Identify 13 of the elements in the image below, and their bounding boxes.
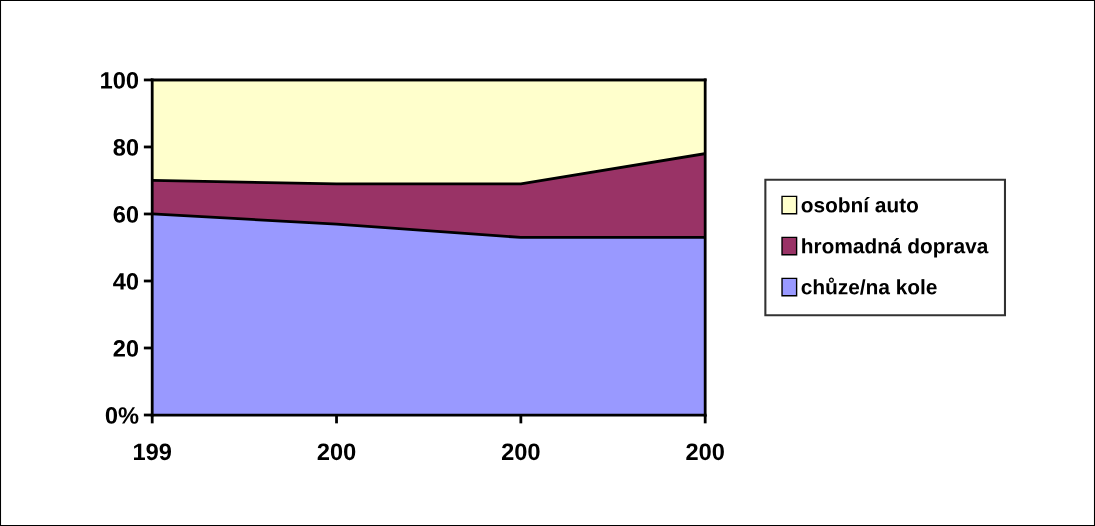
y-tick-label: 0%: [105, 407, 139, 424]
legend-label: osobní auto: [801, 196, 919, 213]
y-tick-label: 20: [113, 340, 139, 357]
y-tick-label: 80: [113, 139, 139, 156]
legend-label: chůze/na kole: [801, 277, 937, 295]
x-tick-label: 200: [501, 443, 540, 461]
x-tick-label: 200: [686, 443, 724, 461]
y-tick-label: 60: [113, 206, 139, 223]
x-tick-label: 200: [317, 443, 356, 461]
y-tick-label: 40: [113, 273, 139, 290]
x-tick-label: 199: [134, 443, 172, 461]
legend-label: hromadná doprava: [802, 237, 989, 258]
y-tick-label: 100: [101, 72, 139, 89]
